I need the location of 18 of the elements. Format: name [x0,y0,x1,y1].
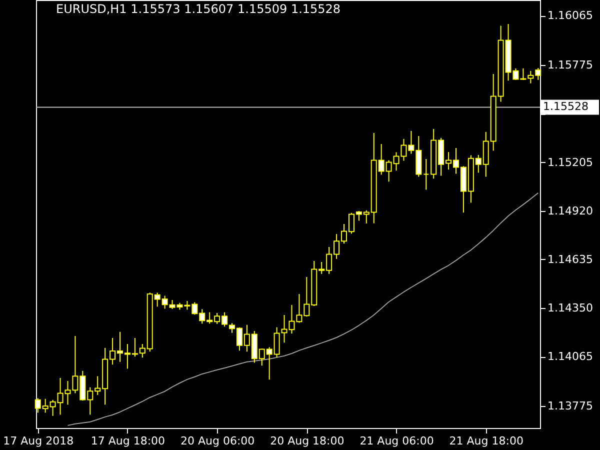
y-tick-label: 1.14920 [548,204,593,218]
line-series [67,192,539,426]
y-tick-label: 1.14065 [548,350,593,364]
candlestick [423,158,430,190]
chart-title: EURUSD,H1 1.15573 1.15607 1.15509 1.15528 [56,2,341,16]
y-tick-label: 1.15205 [548,156,593,169]
ref-line-label: 1.15528 [543,100,588,114]
y-tick-label: 1.15775 [548,58,593,72]
x-tick-label: 17 Aug 18:00 [90,434,166,448]
x-tick-label: 17 Aug 2018 [3,434,74,448]
y-tick-label: 1.14350 [548,302,593,315]
x-tick-label: 20 Aug 06:00 [180,434,255,448]
y-tick-label: 1.16065 [548,9,593,22]
y-tick-label: 1.14635 [548,252,593,266]
x-tick-label: 20 Aug 18:00 [270,434,344,448]
y-tick-label: 1.13775 [548,400,593,413]
x-tick-label: 21 Aug 18:00 [449,434,524,448]
x-tick-label: 21 Aug 06:00 [360,434,434,448]
